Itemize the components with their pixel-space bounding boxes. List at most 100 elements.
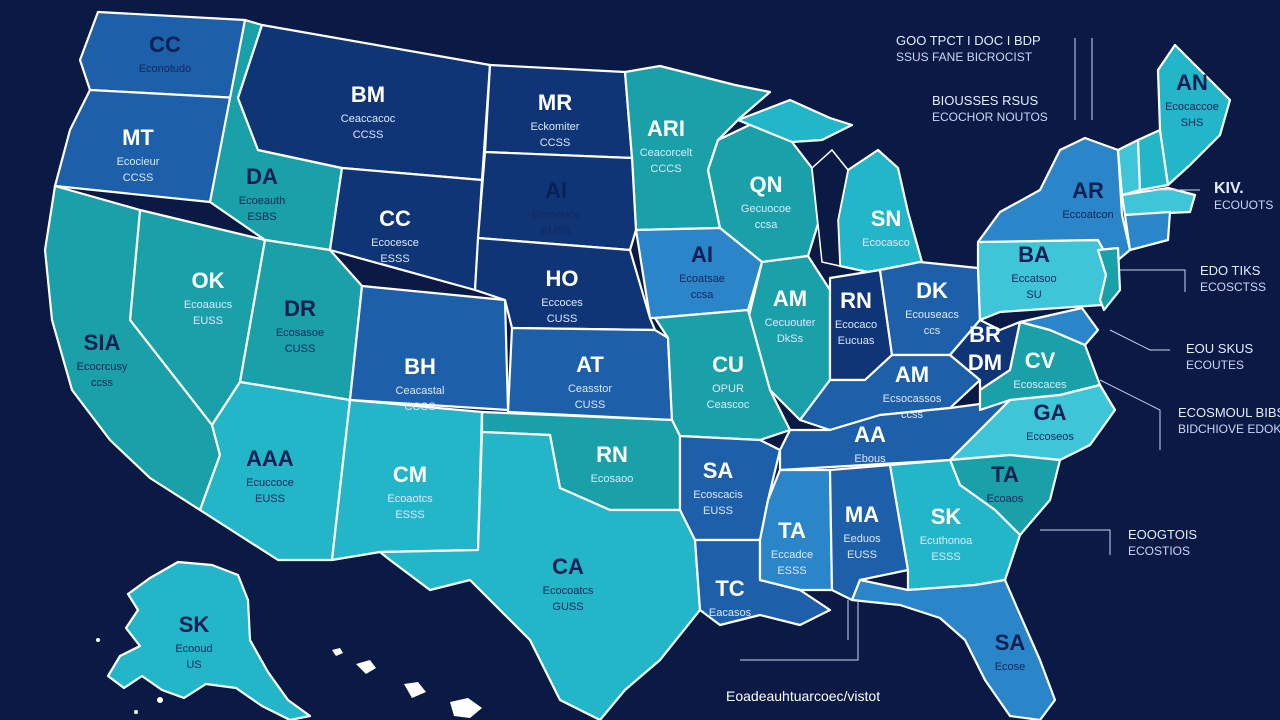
leader-line [1120,269,1186,292]
callout-right-1: KIV. ECOUOTS [1214,180,1273,214]
state-sub-label: Ecocoatcs [543,585,594,597]
hawaii-island [404,682,426,698]
state-sub-label: Eccadce [771,549,813,561]
state-vermont[interactable] [1116,138,1142,197]
state-sub-label: Ecoatsae [679,273,725,285]
callout-line2: ECOUTES [1186,358,1245,372]
state-abbr-label: AM [773,286,807,311]
state-abbr-label: DM [968,350,1002,375]
callout-right-4: ECOSMOUL BIBS BIDCHIOVE EDOKHOE [1178,404,1280,438]
hawaii-island [332,648,343,656]
callout-line2: ECOUOTS [1214,198,1274,212]
state-abbr-label: SK [931,504,962,529]
state-abbr-label: SK [179,612,210,637]
callout-line2: ECOCHOR NOUTOS [932,110,1048,124]
state-abbr-label: BM [351,82,385,107]
state-arizona[interactable] [198,380,352,562]
state-abbr-label: AT [576,352,604,377]
state-sub-label: Ecocasco [862,237,910,249]
state-sub-label: Econotudo [139,63,192,75]
state-abbr-label: TC [715,576,744,601]
callout-line1: KIV. [1214,180,1244,197]
callout-right-5: EOOGTOIS ECOSTIOS [1128,526,1197,560]
state-sub2-label: ESSS [777,565,806,577]
state-maryland[interactable] [1018,306,1100,347]
callout-line2: BIDCHIOVE EDOKHOE [1178,422,1280,436]
state-sub2-label: Ceascoc [707,399,750,411]
state-sub-label: Ceacorcelt [640,147,693,159]
state-virginia[interactable] [978,320,1102,412]
state-sub-label: Ecuthonoa [920,535,973,547]
state-texas[interactable] [378,430,702,720]
state-abbr-label: TA [991,462,1019,487]
leader-line [740,600,859,661]
state-abbr-label: HO [546,266,579,291]
state-maine[interactable] [1156,43,1232,187]
state-michigan-upper[interactable] [736,98,854,144]
state-sub-label: Eacasos [709,607,752,619]
bottom-caption: Eoadeauhtuarcoec/vistot [726,688,881,704]
state-abbr-label: CM [393,462,427,487]
state-sub-label: Ecoaotcs [387,493,433,505]
state-abbr-label: CC [149,32,181,57]
state-sub2-label: EUSS [541,225,571,237]
state-alaska[interactable] [106,560,312,720]
state-new-york[interactable] [976,136,1132,267]
state-sub-label: Eccoatcon [1062,209,1113,221]
state-abbr-label: MT [122,125,154,150]
hawaii-island [356,660,376,674]
state-sub2-label: SHS [1181,117,1204,129]
callout-line2: SSUS FANE BICROCIST [896,50,1033,64]
state-sub2-label: EUSS [847,549,877,561]
state-abbr-label: AI [691,242,713,267]
state-sub2-label: CCCS [650,163,681,175]
state-florida[interactable] [850,578,1057,720]
callout-line1: GOO TPCT I DOC I BDP [896,33,1041,48]
state-abbr-label: DK [916,278,948,303]
state-abbr-label: AM [895,362,929,387]
state-california[interactable] [43,184,222,512]
state-georgia[interactable] [888,458,1022,592]
state-abbr-label: RN [596,442,628,467]
state-abbr-label: BA [1018,242,1050,267]
state-abbr-label: SA [703,458,734,483]
state-sub-label: Ecouseacs [905,309,959,321]
state-abbr-label: AI [545,178,567,203]
state-sub-label: Ecose [995,661,1026,673]
state-connecticut[interactable] [1123,210,1172,252]
state-massachusetts[interactable] [1120,186,1197,217]
state-abbr-label: CA [552,554,584,579]
state-new-jersey[interactable] [1096,246,1122,312]
state-sub-label: Ceaccacoc [341,113,396,125]
state-sub-label: Eeduos [843,533,881,545]
state-sub2-label: CCSS [353,129,384,141]
state-sub2-label: CCSS [123,172,154,184]
state-abbr-label: BR [969,322,1001,347]
state-abbr-label: DA [246,164,278,189]
state-sub-label: Eckomiter [531,121,580,133]
callout-top: GOO TPCT I DOC I BDP SSUS FANE BICROCIST [896,32,1041,66]
state-sub-label: Eccoseos [1026,431,1074,443]
state-south-dakota[interactable] [476,150,638,252]
state-sub2-label: ccsa [691,289,715,301]
state-sub2-label: CCSS [540,137,571,149]
state-abbr-label: CU [712,352,744,377]
state-sub-label: Ceacastal [396,385,445,397]
hawaii-island [450,698,482,718]
state-sub-label: Eccatsoo [1011,273,1056,285]
callout-right-2: EDO TIKS ECOSCTSS [1200,262,1266,296]
state-abbr-label: AN [1176,70,1208,95]
state-sub2-label: ESSS [395,509,424,521]
state-sub-label: Ecosasoe [276,327,324,339]
state-sub-label: Ecosouce [532,209,580,221]
state-abbr-label: AA [854,422,886,447]
state-sub-label: Cecuouter [765,317,816,329]
state-sub2-label: SU [1026,289,1041,301]
state-abbr-label: MR [538,90,572,115]
state-sub-label: Ecsocassos [883,393,942,405]
state-sub2-label: EUSS [703,505,733,517]
state-abbr-label: RN [840,288,872,313]
state-oregon[interactable] [53,88,240,204]
alaska-island [96,638,100,642]
